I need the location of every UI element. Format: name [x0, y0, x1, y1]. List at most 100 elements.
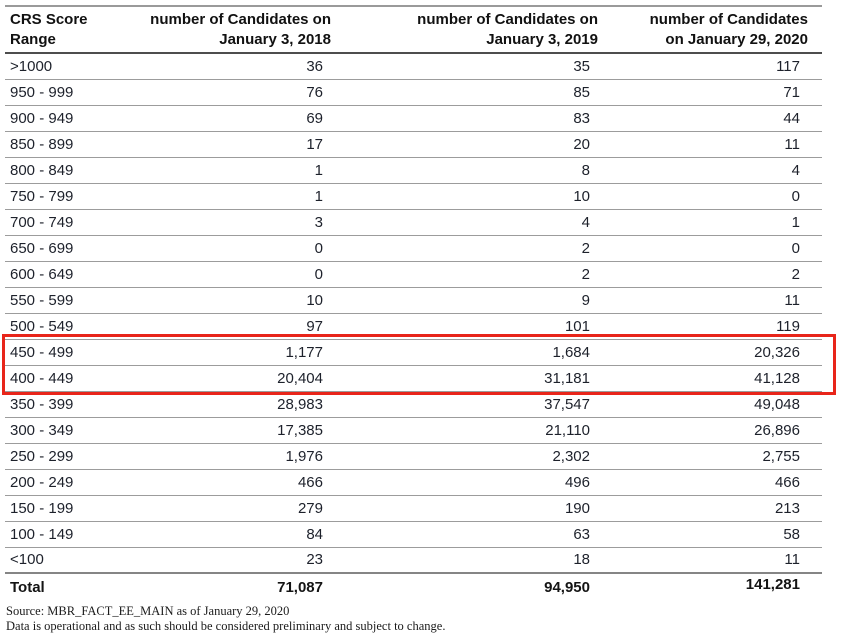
table-row: 900 - 949 69 83 44 [5, 105, 822, 132]
header-line: number of Candidates on [417, 11, 598, 28]
source-note: Source: MBR_FACT_EE_MAIN as of January 2… [6, 604, 290, 618]
candidate-count-cell: 49,048 [612, 391, 822, 418]
candidate-count-cell: 2,302 [345, 443, 612, 470]
candidate-count-cell: 97 [120, 313, 345, 340]
table-row: <100 23 18 11 [5, 547, 822, 574]
crs-range-cell: 750 - 799 [5, 183, 120, 210]
crs-range-cell: 200 - 249 [5, 469, 120, 496]
table-row: 200 - 249 466 496 466 [5, 469, 822, 496]
table-row: 850 - 899 17 20 11 [5, 131, 822, 158]
candidate-count-cell: 41,128 [612, 365, 822, 392]
header-line: January 3, 2018 [219, 31, 331, 48]
table-row: 450 - 499 1,177 1,684 20,326 [5, 339, 822, 366]
candidate-count-cell: 28,983 [120, 391, 345, 418]
candidate-count-cell: 58 [612, 521, 822, 548]
crs-range-cell: 650 - 699 [5, 235, 120, 262]
candidate-count-cell: 11 [612, 547, 822, 574]
candidate-count-cell: 63 [345, 521, 612, 548]
candidate-count-cell: 101 [345, 313, 612, 340]
candidate-count-cell: 1,177 [120, 339, 345, 366]
candidate-count-cell: 37,547 [345, 391, 612, 418]
candidate-count-cell: 10 [120, 287, 345, 314]
crs-range-cell: 400 - 449 [5, 365, 120, 392]
candidate-count-cell: 119 [612, 313, 822, 340]
header-line: CRS Score [10, 11, 88, 28]
candidate-count-cell: 0 [120, 235, 345, 262]
table-row: >1000 36 35 117 [5, 53, 822, 80]
table-row: 350 - 399 28,983 37,547 49,048 [5, 391, 822, 418]
header-line: on January 29, 2020 [665, 31, 808, 48]
table-row: 550 - 599 10 9 11 [5, 287, 822, 314]
footnotes: Source: MBR_FACT_EE_MAIN as of January 2… [5, 604, 844, 633]
table-row: 250 - 299 1,976 2,302 2,755 [5, 443, 822, 470]
crs-range-cell: 850 - 899 [5, 131, 120, 158]
candidate-count-cell: 17,385 [120, 417, 345, 444]
table-row: 700 - 749 3 4 1 [5, 209, 822, 236]
total-label: Total [5, 572, 120, 601]
candidate-count-cell: 84 [120, 521, 345, 548]
crs-range-cell: 300 - 349 [5, 417, 120, 444]
candidate-count-cell: 20 [345, 131, 612, 158]
candidate-count-cell: 11 [612, 287, 822, 314]
header-line: number of Candidates on [150, 11, 331, 28]
candidate-count-cell: 83 [345, 105, 612, 132]
candidate-count-cell: 11 [612, 131, 822, 158]
crs-range-cell: 150 - 199 [5, 495, 120, 522]
candidate-count-cell: 466 [612, 469, 822, 496]
header-candidates-2019: number of Candidates on January 3, 2019 [345, 6, 612, 54]
candidate-count-cell: 20,326 [612, 339, 822, 366]
candidate-count-cell: 20,404 [120, 365, 345, 392]
total-count-2019: 94,950 [345, 572, 612, 601]
candidate-count-cell: 26,896 [612, 417, 822, 444]
table-row: 400 - 449 20,404 31,181 41,128 [5, 365, 822, 392]
table-row: 750 - 799 1 10 0 [5, 183, 822, 210]
crs-range-cell: 950 - 999 [5, 79, 120, 106]
crs-range-cell: 250 - 299 [5, 443, 120, 470]
candidate-count-cell: 4 [612, 157, 822, 184]
crs-range-cell: 550 - 599 [5, 287, 120, 314]
total-row: Total 71,087 94,950 141,281 [5, 572, 822, 601]
candidate-count-cell: 4 [345, 209, 612, 236]
header-line: number of Candidates [649, 11, 808, 28]
crs-range-cell: 500 - 549 [5, 313, 120, 340]
candidate-count-cell: 21,110 [345, 417, 612, 444]
crs-range-cell: >1000 [5, 53, 120, 80]
candidate-count-cell: 44 [612, 105, 822, 132]
table-row: 950 - 999 76 85 71 [5, 79, 822, 106]
crs-range-cell: 100 - 149 [5, 521, 120, 548]
candidate-count-cell: 69 [120, 105, 345, 132]
candidate-count-cell: 2 [345, 261, 612, 288]
candidate-count-cell: 213 [612, 495, 822, 522]
candidate-count-cell: 8 [345, 157, 612, 184]
header-candidates-2020: number of Candidates on January 29, 2020 [612, 6, 822, 54]
crs-range-cell: 700 - 749 [5, 209, 120, 236]
table-row: 650 - 699 0 2 0 [5, 235, 822, 262]
candidate-count-cell: 1,684 [345, 339, 612, 366]
candidate-count-cell: 0 [612, 235, 822, 262]
candidate-count-cell: 31,181 [345, 365, 612, 392]
candidate-count-cell: 466 [120, 469, 345, 496]
crs-range-cell: 600 - 649 [5, 261, 120, 288]
table-row: 600 - 649 0 2 2 [5, 261, 822, 288]
total-count-2018: 71,087 [120, 572, 345, 601]
candidate-count-cell: 2 [612, 261, 822, 288]
candidate-count-cell: 35 [345, 53, 612, 80]
candidate-count-cell: 190 [345, 495, 612, 522]
candidate-count-cell: 2 [345, 235, 612, 262]
table-row: 800 - 849 1 8 4 [5, 157, 822, 184]
table-row: 150 - 199 279 190 213 [5, 495, 822, 522]
header-crs-score-range: CRS Score Range [5, 6, 120, 54]
crs-range-cell: 450 - 499 [5, 339, 120, 366]
candidate-count-cell: 1 [120, 157, 345, 184]
disclaimer-note: Data is operational and as such should b… [6, 618, 446, 633]
candidate-count-cell: 10 [345, 183, 612, 210]
candidate-count-cell: 1 [612, 209, 822, 236]
table-header-row: CRS Score Range number of Candidates on … [5, 6, 822, 54]
header-candidates-2018: number of Candidates on January 3, 2018 [120, 6, 345, 54]
crs-range-cell: 900 - 949 [5, 105, 120, 132]
candidate-count-cell: 279 [120, 495, 345, 522]
candidate-count-cell: 71 [612, 79, 822, 106]
candidate-count-cell: 85 [345, 79, 612, 106]
candidate-count-cell: 3 [120, 209, 345, 236]
